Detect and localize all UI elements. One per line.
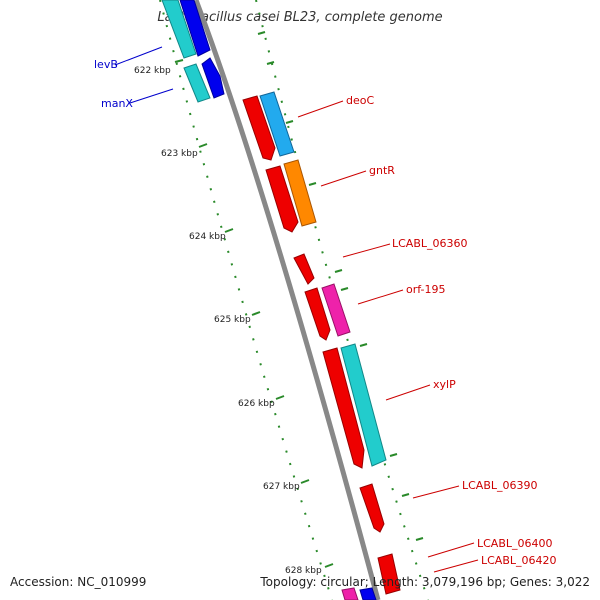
right-tick <box>308 182 317 186</box>
tick-623 <box>198 143 208 148</box>
right-tick <box>401 493 410 497</box>
scale-ticks <box>174 59 334 568</box>
gene-label-manX: manX <box>101 97 133 110</box>
gene-label-LCABL_06390: LCABL_06390 <box>462 479 538 492</box>
gene-arrow-magenta <box>321 283 351 337</box>
gene-arrow-blue <box>201 57 225 99</box>
scale-labels: 622 kbp 623 kbp 624 kbp 625 kbp 626 kbp … <box>134 66 322 576</box>
gene-arrow-red <box>265 165 299 233</box>
scale-label: 627 kbp <box>263 482 300 492</box>
tick-627 <box>300 479 310 484</box>
right-tick <box>359 343 368 347</box>
leader-line <box>433 559 479 573</box>
leader-line <box>342 243 391 258</box>
right-tick <box>266 61 275 65</box>
leader-line <box>114 46 163 66</box>
right-dotted-ruler <box>255 0 429 600</box>
tick-622 <box>174 59 184 63</box>
leader-line <box>129 88 174 104</box>
gene-arrow-red <box>304 287 331 341</box>
gene-label-xylP: xylP <box>433 378 456 391</box>
gene-label-gntR: gntR <box>369 164 395 177</box>
gene-arrow-orange <box>283 159 317 227</box>
left-dotted-ruler <box>159 0 333 600</box>
right-tick <box>389 453 398 457</box>
gene-arrow-red <box>293 253 315 285</box>
gene-arrow-red <box>359 483 385 533</box>
gene-label-orf-195: orf-195 <box>406 283 446 296</box>
leader-line <box>320 170 367 187</box>
accession-text: Accession: NC_010999 <box>10 575 147 589</box>
right-gene-labels: deoC gntR LCABL_06360 orf-195 xylP LCABL… <box>297 94 557 573</box>
gene-label-LCABL_06400: LCABL_06400 <box>477 537 553 550</box>
scale-label: 625 kbp <box>214 315 251 325</box>
right-tick <box>257 31 266 35</box>
gene-arrow-red <box>377 553 401 595</box>
leader-line <box>297 100 344 118</box>
gene-arrow-blue <box>359 587 377 600</box>
tick-628 <box>324 563 334 568</box>
genome-stats-text: Topology: circular; Length: 3,079,196 bp… <box>260 575 590 589</box>
right-ruler-ticks <box>257 31 424 541</box>
scale-label: 623 kbp <box>161 149 198 159</box>
leader-line <box>427 542 475 558</box>
tick-624 <box>224 228 234 233</box>
gene-features-left <box>161 0 225 103</box>
leader-line <box>357 289 404 305</box>
gene-arrow-blue <box>179 0 211 57</box>
genome-backbone <box>193 0 381 600</box>
gene-label-LCABL_06360: LCABL_06360 <box>392 237 468 250</box>
tick-626 <box>275 395 285 400</box>
leader-line <box>385 384 431 401</box>
scale-label: 622 kbp <box>134 66 171 76</box>
gene-arrow-sky <box>259 91 295 157</box>
gene-arrow-red <box>322 347 365 469</box>
right-tick <box>285 120 294 124</box>
map-title: Lactobacillus casei BL23, complete genom… <box>157 10 443 25</box>
right-tick <box>340 287 349 291</box>
gene-arrow-cyan <box>161 0 197 59</box>
gene-arrow-cyan <box>183 63 211 103</box>
gene-label-LCABL_06420: LCABL_06420 <box>481 554 557 567</box>
gene-arrow-red <box>242 95 276 161</box>
gene-arrow-magenta <box>341 587 359 600</box>
scale-label: 628 kbp <box>285 566 322 576</box>
gene-label-deoC: deoC <box>346 94 374 107</box>
gene-arrow-cyan <box>340 343 387 467</box>
gene-label-levB: levB <box>94 58 118 71</box>
left-gene-labels: levB manX <box>94 46 174 110</box>
gene-features-right <box>242 91 401 600</box>
tick-625 <box>251 311 261 316</box>
leader-line <box>412 485 460 499</box>
right-tick <box>415 537 424 541</box>
scale-label: 624 kbp <box>189 232 226 242</box>
right-tick <box>334 269 343 273</box>
scale-label: 626 kbp <box>238 399 275 409</box>
